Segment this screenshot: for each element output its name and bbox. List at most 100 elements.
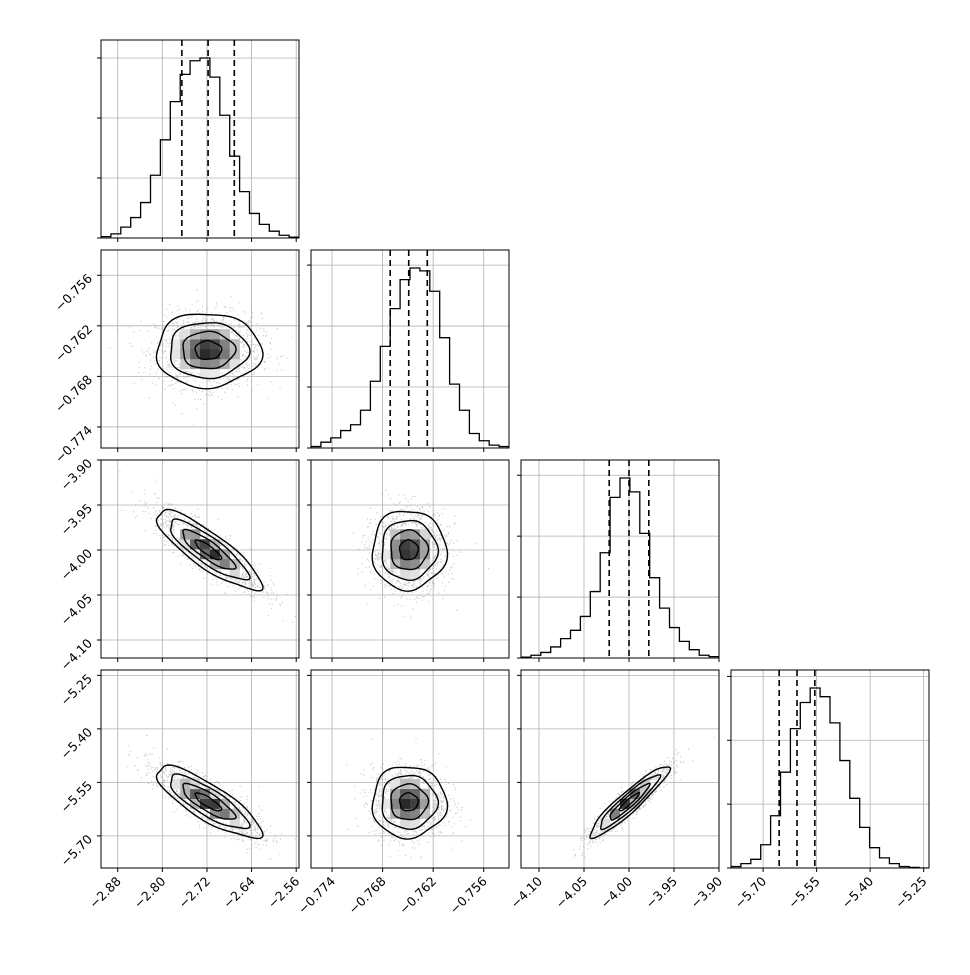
grid-0-0 [101, 40, 299, 238]
panel-frame-2-0 [100, 459, 300, 659]
panel-2-2 [517, 459, 720, 662]
density-cell [390, 778, 401, 790]
density-cell [200, 539, 211, 550]
density-cell [390, 549, 401, 560]
density-cell [209, 358, 221, 370]
density-cell [170, 349, 181, 360]
density-cell [380, 798, 391, 809]
density-cell [390, 539, 401, 550]
panel-frame-3-2 [520, 669, 720, 869]
density-cell [190, 778, 201, 790]
density-cell [410, 529, 421, 540]
density-cell [190, 358, 201, 370]
density-cell [229, 339, 240, 350]
density-cell [410, 778, 421, 790]
grid-3-1 [311, 670, 509, 868]
density-cell [390, 788, 401, 799]
histogram-1 [311, 267, 509, 448]
density-cell [400, 818, 411, 829]
density-cell [209, 339, 221, 350]
contour-level-1 [609, 782, 651, 821]
xtick-label-0-3: −2.64 [220, 873, 258, 911]
density-cell [190, 539, 201, 550]
panel-frame-2-1 [310, 459, 510, 659]
density-cell [620, 798, 631, 809]
contours-2-0 [155, 508, 264, 592]
panel-3-1: −0.774 −0.768 −0.762 −0.756 [295, 669, 510, 917]
density-cell [219, 349, 230, 360]
contour-level-2 [169, 518, 251, 581]
density-cell [170, 778, 181, 790]
contour-level-0 [194, 339, 223, 360]
density-cell [209, 329, 221, 340]
density-cell [200, 339, 211, 350]
contour-level-3 [155, 764, 264, 840]
histogram-0 [101, 57, 299, 238]
density-cell [209, 368, 221, 379]
density-cell [219, 339, 230, 350]
density-cell [180, 329, 191, 340]
ytick-label-3-0: −5.70 [57, 831, 95, 869]
contour-level-2 [599, 774, 662, 831]
contour-level-1 [390, 529, 430, 571]
density-cell [200, 788, 211, 799]
density-cell [209, 798, 221, 809]
grid-3-0 [101, 670, 299, 868]
density-cell [610, 808, 621, 819]
contours-2-1 [371, 510, 449, 592]
xtick-label-1-2: −0.762 [396, 874, 439, 917]
ytick-label-1-1: −0.768 [52, 372, 95, 415]
contour-level-3 [371, 766, 449, 840]
contour-level-3 [589, 766, 672, 840]
panel-frame-2-2 [520, 459, 720, 659]
panel-1-1 [307, 249, 510, 452]
density-cell [400, 529, 411, 540]
density-cell [390, 798, 401, 809]
contour-level-1 [390, 783, 430, 821]
grid-1-1 [311, 250, 509, 448]
density-cell [400, 559, 411, 570]
contour-level-1 [182, 528, 237, 570]
density-cell [419, 529, 431, 540]
ytick-label-2-1: −4.05 [57, 591, 95, 629]
density-cell [400, 808, 411, 819]
contour-level-0 [194, 792, 223, 812]
density-cell [620, 808, 631, 819]
contour-level-3 [155, 508, 264, 592]
panel-0-0 [97, 39, 300, 242]
density-cell [219, 329, 230, 340]
contour-level-2 [169, 773, 251, 830]
density-cell [410, 568, 421, 580]
density-cell [410, 808, 421, 819]
density-cell [200, 549, 211, 560]
density-cell [390, 529, 401, 540]
xtick-label-2-4: −3.90 [687, 873, 725, 911]
scatter-dots [119, 471, 296, 623]
panel-frame-0-0 [100, 39, 300, 239]
xtick-label-3-1: −5.55 [785, 874, 823, 912]
contour-level-0 [618, 791, 640, 812]
panel-frame-1-1 [310, 249, 510, 449]
panel-2-0: −4.10−4.05−4.00−3.95−3.90 [57, 455, 300, 673]
density-cell [400, 568, 411, 580]
density-cell [410, 559, 421, 570]
density-cell [390, 559, 401, 570]
ytick-label-2-2: −4.00 [57, 545, 95, 583]
contours-1-0 [155, 313, 264, 390]
density-cell [419, 559, 431, 570]
xtick-label-2-3: −3.95 [642, 874, 680, 912]
xtick-label-3-3: −5.25 [892, 874, 930, 912]
density-cell [639, 778, 650, 790]
density-cell [410, 549, 421, 560]
panel-frame-3-3 [730, 669, 930, 869]
contour-level-1 [182, 782, 237, 820]
scatter-points-3-0 [126, 734, 296, 860]
contour-level-0 [194, 539, 223, 561]
ytick-label-2-3: −3.95 [57, 501, 95, 539]
density-cell [190, 549, 201, 560]
density-cell [209, 349, 221, 360]
density-2-1 [380, 529, 431, 580]
grid-3-2 [521, 670, 720, 868]
density-cell [200, 329, 211, 340]
